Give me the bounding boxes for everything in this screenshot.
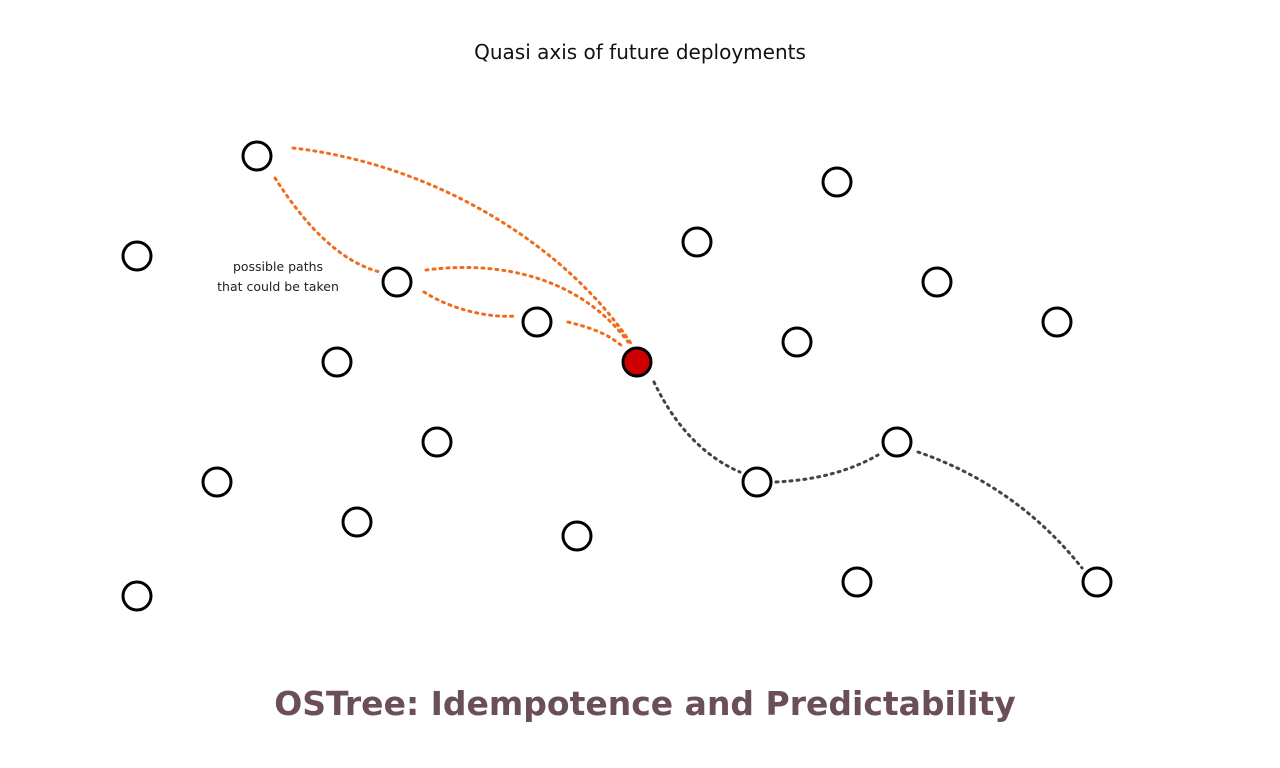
taken-path-segment xyxy=(916,450,1084,570)
deployment-node xyxy=(241,140,273,172)
deployment-node xyxy=(741,466,773,498)
deployment-node xyxy=(121,580,153,612)
annotation-line: possible paths xyxy=(232,259,324,274)
taken-path-segment xyxy=(774,453,880,484)
deployment-node xyxy=(881,426,913,458)
deployment-nodes xyxy=(121,140,1113,612)
deployment-node xyxy=(201,466,233,498)
axis-heading: Quasi axis of future deployments xyxy=(474,40,806,64)
possible-path xyxy=(566,320,624,348)
possible-path xyxy=(273,176,382,274)
deployment-node xyxy=(841,566,873,598)
possible-paths xyxy=(273,146,634,348)
deployment-node xyxy=(1041,306,1073,338)
deployment-node xyxy=(321,346,353,378)
deployment-node xyxy=(381,266,413,298)
current-deployment-node xyxy=(621,346,653,378)
deployment-node xyxy=(341,506,373,538)
deployment-node xyxy=(521,306,553,338)
possible-path xyxy=(424,266,630,344)
deployment-node xyxy=(781,326,813,358)
deployment-node xyxy=(1081,566,1113,598)
deployment-node xyxy=(681,226,713,258)
annotation-line: that could be taken xyxy=(217,279,339,294)
taken-path-segment xyxy=(652,380,742,474)
possible-path xyxy=(422,290,517,318)
deployment-node xyxy=(121,240,153,272)
taken-path xyxy=(652,380,1084,570)
deployment-node xyxy=(821,166,853,198)
deployment-node xyxy=(561,520,593,552)
possible-path xyxy=(291,146,634,347)
paths-annotation: possible paths that could be taken xyxy=(198,257,358,297)
slide-title: OSTree: Idempotence and Predictability xyxy=(274,684,1016,723)
deployment-node xyxy=(421,426,453,458)
deployment-node xyxy=(921,266,953,298)
